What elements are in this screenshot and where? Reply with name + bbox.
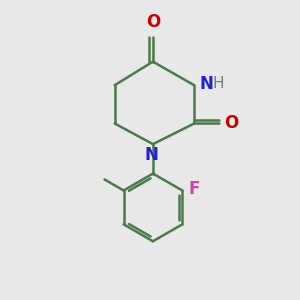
- Text: F: F: [188, 180, 200, 198]
- Text: O: O: [146, 13, 160, 31]
- Text: N: N: [145, 146, 158, 164]
- Text: O: O: [224, 115, 239, 133]
- Text: H: H: [212, 76, 224, 91]
- Text: N: N: [200, 75, 213, 93]
